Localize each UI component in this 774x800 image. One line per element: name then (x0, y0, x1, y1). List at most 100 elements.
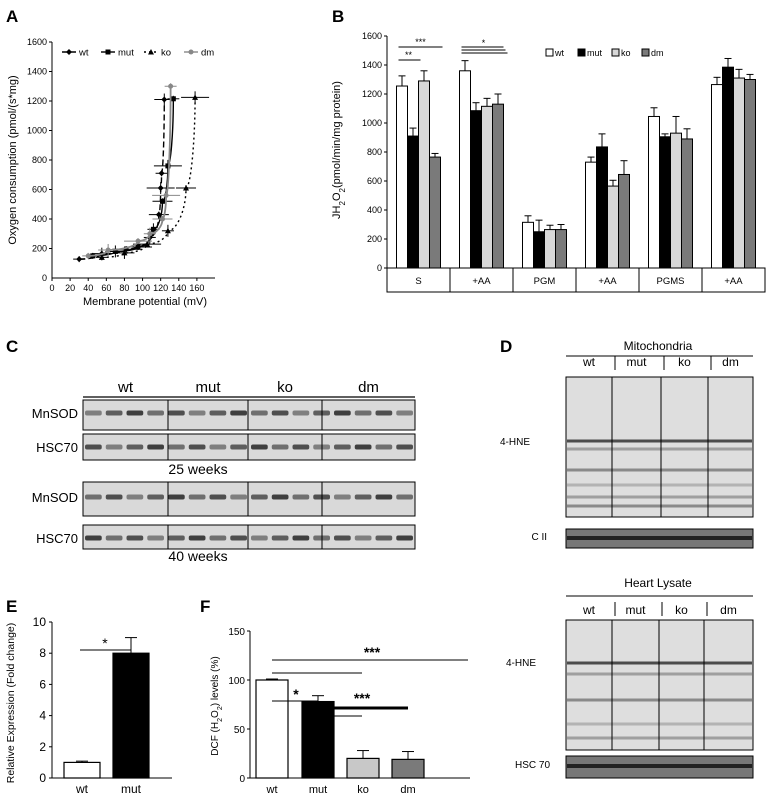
band (251, 444, 268, 450)
blot-d-4hne: Mitochondria Heart Lysate wt mut ko dm wt mu… (500, 339, 754, 779)
y-tick-label: 600 (367, 176, 382, 186)
data-point (147, 231, 153, 237)
data-point (121, 249, 128, 256)
blot-strip: HSC70 (36, 524, 416, 550)
series-dm (82, 83, 181, 259)
group-label-dm: dm (358, 379, 379, 396)
x-tick-label: 140 (171, 283, 186, 293)
y-tick-label: 1400 (27, 67, 47, 77)
bar-mut (659, 136, 671, 269)
blot-strip: MnSOD (32, 481, 416, 517)
band (251, 494, 268, 500)
group-label-mut: mut (625, 603, 646, 617)
band (209, 410, 227, 416)
chart-a-x-label: Membrane potential (mV) (83, 296, 207, 308)
category-label: +AA (472, 276, 491, 287)
chart-b-axes (386, 36, 766, 293)
band (105, 494, 123, 500)
bar-mut (407, 135, 419, 269)
band (396, 410, 413, 416)
bar-wt (711, 84, 723, 269)
group-label-ko: ko (675, 603, 688, 617)
y-tick-label: 400 (367, 205, 382, 215)
y-tick-label: 0 (239, 774, 245, 785)
band (85, 494, 102, 500)
group-label-mut: mut (626, 355, 647, 369)
legend-marker-dm (188, 49, 194, 55)
band (375, 410, 393, 416)
x-tick-label: 160 (189, 283, 204, 293)
series-line-dm (88, 86, 172, 257)
series-wt (73, 93, 175, 263)
category-label: ko (357, 784, 369, 796)
y-tick-label: 10 (33, 615, 47, 629)
x-tick-label: 0 (49, 283, 54, 293)
data-point (76, 256, 83, 263)
group-label-wt: wt (117, 379, 134, 396)
blot-d-label-cii: C II (531, 532, 547, 543)
y-tick-label: 0 (42, 273, 47, 283)
bar-dm (391, 758, 425, 779)
band (334, 444, 351, 450)
data-point (158, 170, 165, 177)
band-row (567, 504, 752, 508)
x-tick-label: 60 (101, 283, 111, 293)
band (126, 410, 144, 416)
group-label-ko: ko (678, 355, 691, 369)
band (251, 410, 268, 416)
band (85, 410, 102, 416)
bar-wt (522, 221, 534, 269)
legend-marker-ko (148, 49, 154, 55)
band-row (567, 439, 752, 443)
band-row (567, 495, 752, 499)
chart-a-series (73, 83, 210, 263)
data-point (135, 244, 141, 250)
chart-b-bars (396, 57, 756, 269)
band (209, 535, 227, 541)
bar-mut (596, 146, 608, 269)
band (147, 494, 164, 500)
panel-label-c: C (6, 337, 18, 356)
bar-ko (418, 80, 430, 269)
panel-label-f: F (200, 597, 210, 616)
band (126, 444, 144, 450)
row-label: HSC70 (36, 440, 78, 455)
band (271, 494, 289, 500)
sig-label: * (102, 635, 108, 651)
band (334, 535, 351, 541)
band (251, 535, 268, 541)
chart-e-relative-expression: 0 2 4 6 8 10 wt mut * Relative Expression (Fold… (5, 615, 172, 796)
blot-c-timepoint-25: 25 weeks (168, 461, 227, 477)
series-mut (86, 95, 182, 259)
band (230, 494, 247, 500)
band-row (567, 483, 752, 487)
bar-dm (618, 173, 630, 269)
data-point (159, 198, 165, 204)
category-label: S (415, 276, 421, 287)
data-point (157, 185, 164, 192)
bar-mut (112, 652, 150, 779)
chart-a-y-label: Oxygen consumption (pmol/(s*mg) (7, 75, 19, 244)
bar-wt (648, 115, 660, 269)
legend-marker-wt (66, 49, 72, 55)
y-tick-label: 1600 (362, 31, 382, 41)
data-point (98, 254, 105, 260)
y-tick-label: 200 (367, 234, 382, 244)
blot-d-label-4hne-top: 4-HNE (500, 437, 530, 448)
data-point (112, 248, 118, 254)
y-tick-label: 100 (228, 676, 245, 687)
band-row (567, 447, 752, 451)
y-tick-label: 1200 (362, 89, 382, 99)
legend-label-ko: ko (161, 48, 171, 59)
sig-label: * (293, 686, 299, 702)
blot-d-label-4hne-bottom: 4-HNE (506, 658, 536, 669)
y-tick-label: 150 (228, 627, 245, 638)
bar-wt (585, 161, 597, 269)
band (396, 535, 413, 541)
chart-b-y-label: JH2O2(pmol/min/mg protein) (331, 81, 347, 219)
group-label-ko: ko (277, 379, 293, 396)
data-point (159, 216, 165, 222)
bar-ko (670, 132, 682, 269)
y-tick-label: 600 (32, 185, 47, 195)
